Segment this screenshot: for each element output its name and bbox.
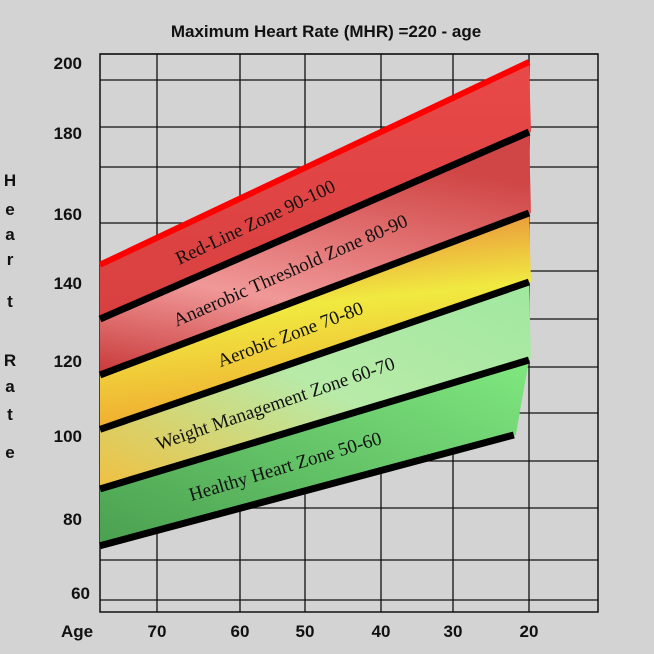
y-axis-label-letter: r xyxy=(7,250,14,269)
chart-title: Maximum Heart Rate (MHR) =220 - age xyxy=(171,22,481,41)
series-line xyxy=(98,356,531,493)
series-lines xyxy=(98,59,531,550)
zone-fill xyxy=(100,132,531,375)
y-axis-label-letter: a xyxy=(5,377,15,396)
x-axis-label: Age xyxy=(61,622,93,641)
series-line xyxy=(98,209,531,379)
y-axis-label-letter: a xyxy=(5,225,15,244)
x-tick-label: 20 xyxy=(520,622,539,641)
zone-fill xyxy=(100,213,531,430)
zone-fill xyxy=(100,360,529,546)
y-tick-label: 80 xyxy=(63,510,82,529)
zone-fill xyxy=(100,62,531,320)
y-tick-label: 200 xyxy=(54,54,82,73)
y-axis-label-letter: R xyxy=(4,351,16,370)
y-tick-labels: 200 180 160 140 120 100 80 60 xyxy=(54,54,90,603)
zone-fill xyxy=(100,282,531,489)
y-axis-label-letter: H xyxy=(4,171,16,190)
series-line xyxy=(99,431,515,550)
zone-fills xyxy=(100,62,531,546)
y-axis-label-letter: t xyxy=(7,292,13,311)
x-tick-label: 60 xyxy=(231,622,250,641)
x-tick-label: 70 xyxy=(148,622,167,641)
y-axis-label-letter: e xyxy=(5,443,14,462)
y-axis-label-letter: e xyxy=(5,200,14,219)
y-tick-label: 180 xyxy=(54,124,82,143)
y-tick-label: 120 xyxy=(54,352,82,371)
x-tick-labels: 70 60 50 40 30 20 xyxy=(148,622,539,641)
x-tick-label: 30 xyxy=(444,622,463,641)
x-tick-label: 50 xyxy=(296,622,315,641)
y-tick-label: 140 xyxy=(54,274,82,293)
y-tick-label: 100 xyxy=(54,427,82,446)
series-line xyxy=(98,278,531,433)
y-tick-label: 160 xyxy=(54,205,82,224)
y-tick-label: 60 xyxy=(71,584,90,603)
y-axis-label-letter: t xyxy=(7,405,13,424)
series-line xyxy=(98,128,531,323)
x-tick-label: 40 xyxy=(372,622,391,641)
series-line xyxy=(98,59,531,268)
